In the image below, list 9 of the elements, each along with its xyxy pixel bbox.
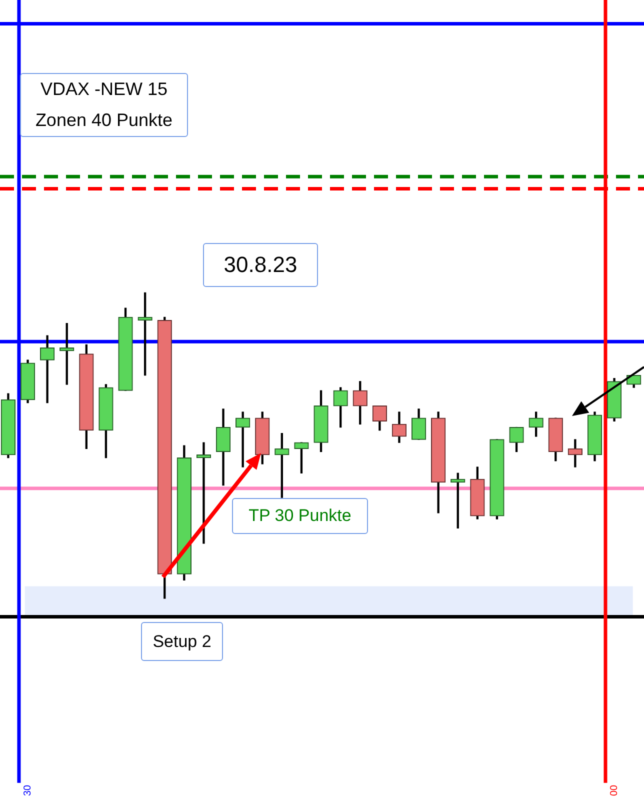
candlestick xyxy=(235,412,250,468)
x-tick-label: 00 xyxy=(609,784,620,796)
candlestick xyxy=(568,439,583,468)
annotation: TP 30 Punkte xyxy=(232,498,368,534)
candlestick xyxy=(40,335,55,404)
x-tick-label: 30 xyxy=(22,784,34,796)
text: VDAX -NEW 15 Zonen 40 Punkte xyxy=(20,73,188,137)
text: 30.8.23 xyxy=(203,243,318,287)
text: Setup 2 xyxy=(141,622,223,661)
